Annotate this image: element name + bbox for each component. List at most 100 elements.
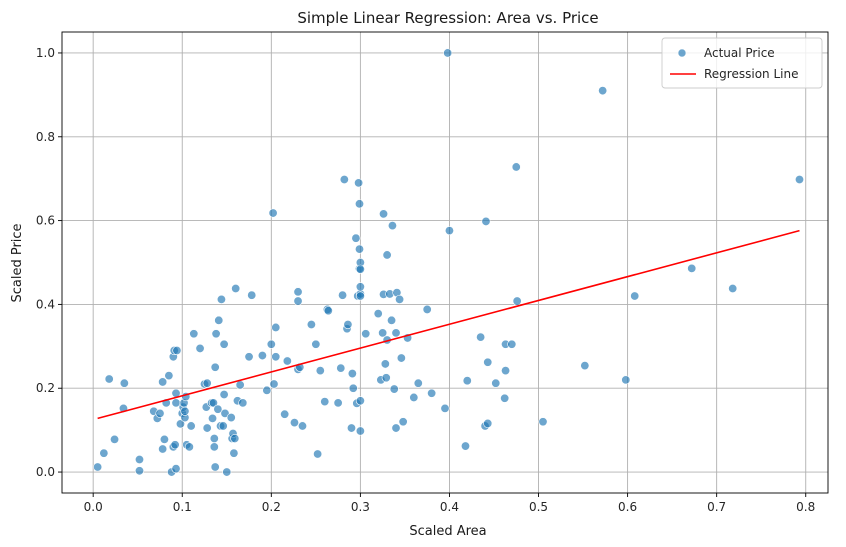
y-tick-label: 1.0 (36, 46, 55, 60)
data-point (336, 363, 346, 373)
data-point (180, 406, 190, 416)
data-point (354, 199, 364, 209)
data-series (93, 48, 804, 477)
data-point (262, 385, 272, 395)
data-point (175, 419, 185, 429)
data-point (247, 290, 257, 300)
data-point (351, 233, 361, 243)
data-point (355, 282, 365, 292)
data-point (338, 290, 348, 300)
data-point (226, 413, 236, 423)
data-point (462, 376, 472, 386)
data-point (630, 291, 640, 301)
data-point (238, 398, 248, 408)
data-point (170, 440, 180, 450)
y-tick-label: 0.8 (36, 130, 55, 144)
data-point (378, 328, 388, 338)
data-point (293, 296, 303, 306)
data-point (511, 162, 521, 172)
data-point (293, 287, 303, 297)
data-point (346, 423, 356, 433)
data-point (211, 329, 221, 339)
data-point (257, 351, 267, 361)
legend-box (661, 37, 823, 89)
data-point (343, 320, 353, 330)
chart-title: Simple Linear Regression: Area vs. Price (297, 9, 598, 27)
data-point (202, 423, 212, 433)
data-point (213, 404, 223, 414)
data-point (172, 346, 182, 356)
data-point (444, 226, 454, 236)
data-point (460, 441, 470, 451)
data-point (219, 339, 229, 349)
data-point (427, 388, 437, 398)
data-point (380, 359, 390, 369)
data-point (391, 423, 401, 433)
axis-ticks: 0.0 0.1 0.2 0.3 0.4 0.5 0.6 0.7 0.8 0.0 0.2 0.4 0.6 0… (36, 46, 815, 514)
y-axis-label: Scaled Price (10, 223, 25, 302)
data-point (110, 434, 120, 444)
x-tick-label: 0.5 (529, 500, 548, 514)
data-point (395, 294, 405, 304)
data-point (271, 352, 281, 362)
data-point (189, 329, 199, 339)
data-point (220, 408, 230, 418)
data-point (282, 356, 292, 366)
y-tick-label: 0.0 (36, 465, 55, 479)
data-point (354, 244, 364, 254)
x-tick-label: 0.6 (618, 500, 637, 514)
data-point (355, 291, 365, 301)
data-point (538, 417, 548, 427)
grid (62, 32, 828, 493)
data-point (794, 175, 804, 185)
plot-area-frame (61, 31, 829, 494)
data-point (195, 343, 205, 353)
data-point (155, 408, 165, 418)
data-point (216, 294, 226, 304)
data-point (313, 449, 323, 459)
data-point (214, 315, 224, 325)
data-point (320, 397, 330, 407)
data-point (229, 448, 239, 458)
x-axis-label: Scaled Area (409, 524, 486, 539)
data-point (134, 466, 144, 476)
data-point (483, 418, 493, 428)
data-point (269, 379, 279, 389)
data-point (209, 442, 219, 452)
data-point (230, 434, 240, 444)
data-point (93, 462, 103, 472)
data-point (235, 380, 245, 390)
data-point (580, 361, 590, 371)
data-point (398, 417, 408, 427)
data-point (355, 264, 365, 274)
data-point (507, 339, 517, 349)
data-point (354, 178, 364, 188)
legend-marker-actual-price (677, 48, 687, 58)
data-point (306, 320, 316, 330)
data-point (208, 398, 218, 408)
y-tick-label: 0.4 (36, 297, 55, 311)
x-tick-label: 0.3 (351, 500, 370, 514)
data-point (164, 371, 174, 381)
data-point (158, 444, 168, 454)
data-point (512, 296, 522, 306)
data-point (202, 378, 212, 388)
data-point (219, 390, 229, 400)
data-point (389, 384, 399, 394)
data-point (387, 221, 397, 231)
data-point (186, 421, 196, 431)
data-point (355, 426, 365, 436)
data-point (387, 315, 397, 325)
legend-entry-actual-price: Actual Price (704, 46, 775, 60)
data-point (381, 373, 391, 383)
data-point (413, 378, 423, 388)
data-point (355, 396, 365, 406)
data-point (391, 328, 401, 338)
data-point (339, 175, 349, 185)
data-point (382, 250, 392, 260)
data-point (315, 366, 325, 376)
data-point (244, 352, 254, 362)
data-point (210, 462, 220, 472)
data-point (409, 392, 419, 402)
